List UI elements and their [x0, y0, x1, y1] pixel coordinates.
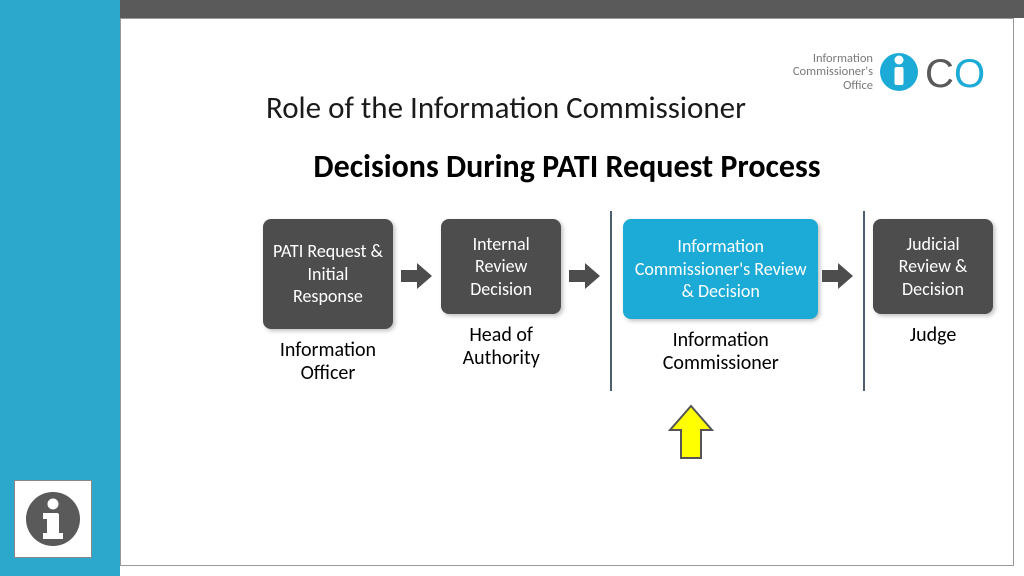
arrow-right-icon	[821, 261, 855, 296]
step-box: Internal Review Decision	[441, 219, 561, 314]
ico-logo: Information Commissioner's Office C O	[793, 47, 989, 97]
logo-mark: C O	[879, 47, 989, 97]
flow-step: PATI Request & Initial Response Informati…	[256, 219, 400, 385]
flow-step: Internal Review Decision Head of Authorit…	[434, 219, 569, 370]
svg-text:C: C	[925, 52, 954, 96]
stage-divider	[610, 211, 612, 391]
arrow-right-icon	[568, 261, 602, 296]
flow-step: Judicial Review & Decision Judge	[873, 219, 993, 347]
page-title: Role of the Information Commissioner	[266, 89, 746, 127]
flow-step: Information Commissioner's Review & Deci…	[620, 219, 821, 375]
step-box: Information Commissioner's Review & Deci…	[623, 219, 818, 319]
svg-text:O: O	[954, 52, 985, 96]
step-box: Judicial Review & Decision	[873, 219, 993, 314]
slide-area: Information Commissioner's Office C O Ro…	[120, 18, 1014, 566]
top-bar	[120, 0, 1024, 18]
logo-line: Office	[793, 79, 873, 92]
step-caption: Judge	[910, 324, 957, 347]
info-icon	[24, 490, 82, 548]
logo-text: Information Commissioner's Office	[793, 52, 873, 91]
page-subtitle: Decisions During PATI Request Process	[121, 147, 1013, 186]
step-caption: Head of Authority	[434, 324, 569, 370]
step-caption: Information Commissioner	[620, 329, 821, 375]
stage-divider	[863, 211, 865, 391]
logo-line: Commissioner's	[793, 65, 873, 78]
step-box: PATI Request & Initial Response	[263, 219, 393, 329]
process-flow: PATI Request & Initial Response Informati…	[256, 219, 993, 391]
info-badge	[14, 480, 92, 558]
arrow-right-icon	[400, 261, 434, 296]
step-caption: Information Officer	[256, 339, 400, 385]
up-arrow-highlight	[666, 404, 716, 467]
